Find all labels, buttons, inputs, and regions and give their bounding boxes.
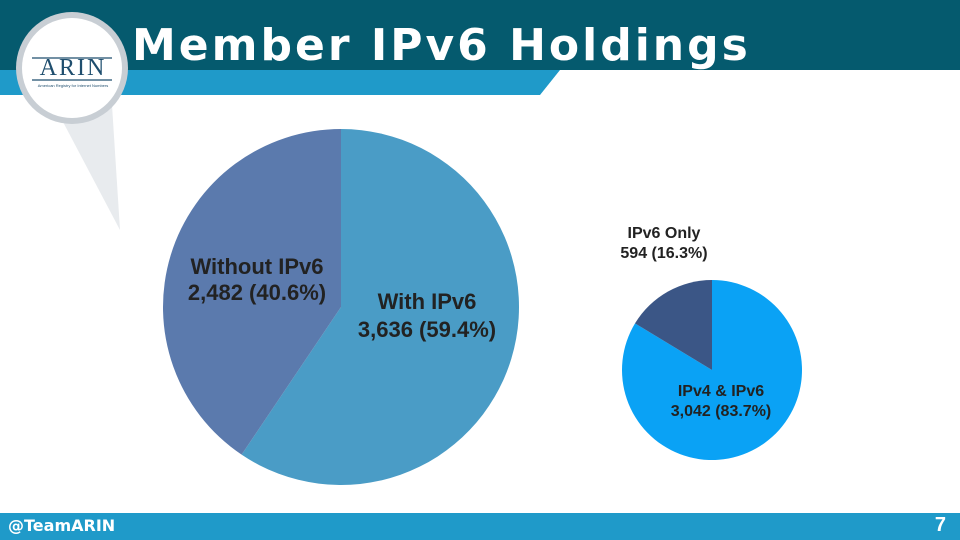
slice-value-ipv6-only: 594 (16.3%) [620, 245, 708, 262]
pie-chart-ipv6-types [621, 280, 802, 460]
slice-value-with-ipv6: 3,636 (59.4%) [357, 317, 497, 342]
pie-slice-ipv6-only [635, 280, 712, 370]
pie-slice-with-ipv6 [241, 129, 520, 485]
slice-label-ipv4-and-ipv6: IPv4 & IPv6 3,042 (83.7%) [656, 382, 786, 422]
slice-value-without-ipv6: 2,482 (40.6%) [187, 280, 327, 305]
slice-name-with-ipv6: With IPv6 [377, 289, 477, 314]
footer-bar [0, 513, 960, 540]
slice-name-without-ipv6: Without IPv6 [190, 254, 324, 279]
arin-logo-subtitle: American Registry for Internet Numbers [37, 83, 109, 88]
arin-logo: ARIN [39, 55, 107, 81]
logo-sweep [62, 105, 120, 230]
slice-label-without-ipv6: Without IPv6 2,482 (40.6%) [176, 254, 338, 306]
pie-slice-without-ipv6 [163, 129, 341, 455]
slice-value-ipv4-and-ipv6: 3,042 (83.7%) [670, 403, 772, 420]
page-number: 7 [934, 514, 946, 536]
slice-label-with-ipv6: With IPv6 3,636 (59.4%) [344, 288, 510, 344]
header-bar [0, 0, 960, 70]
logo-inner [22, 18, 122, 118]
title-area: Member IPv6 Holdings [0, 0, 960, 70]
slice-label-ipv6-only: IPv6 Only 594 (16.3%) [604, 224, 724, 264]
header-accent-stripe [0, 70, 560, 95]
slice-name-ipv4-and-ipv6: IPv4 & IPv6 [677, 383, 765, 400]
footer-handle: @TeamARIN [8, 516, 116, 535]
slice-name-ipv6-only: IPv6 Only [627, 225, 701, 242]
slide-title: Member IPv6 Holdings [132, 20, 751, 70]
pie-chart-membership [163, 129, 520, 485]
